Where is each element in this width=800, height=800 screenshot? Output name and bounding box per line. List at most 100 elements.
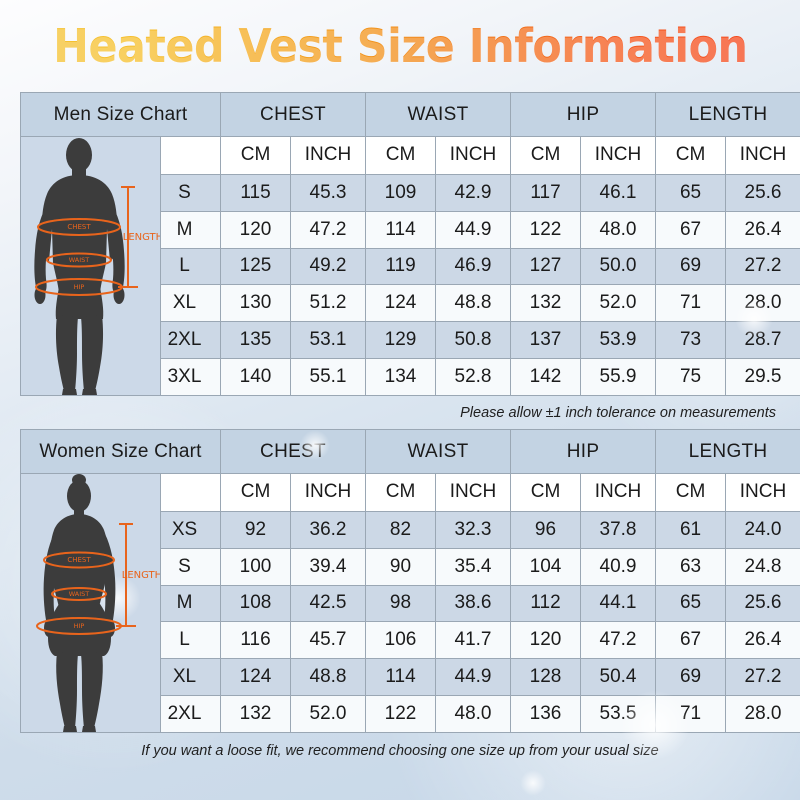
men-row-hip-in: 55.9: [579, 358, 657, 396]
bokeh-speck: [520, 770, 546, 796]
women-row-length-cm: 71: [655, 695, 727, 733]
women-hip-cm-unit: CM: [510, 473, 581, 512]
women-row-size: XL: [160, 658, 221, 697]
men-waist-cm-unit: CM: [365, 136, 436, 175]
men-row-waist-in: 46.9: [435, 247, 511, 286]
women-row-chest-in: 48.8: [290, 658, 366, 697]
female-chest-label: CHEST: [67, 556, 91, 564]
men-row-chest-in: 47.2: [290, 210, 366, 249]
women-row-size: 2XL: [160, 695, 221, 733]
men-row-chest-cm: 140: [220, 358, 291, 396]
table-row: XL 124 48.8 114 44.9 128 50.4 69 27.2: [21, 658, 800, 697]
women-row-hip-in: 37.8: [579, 510, 657, 549]
women-unit-row: CHEST WAIST HIP LENGTH: [20, 473, 800, 733]
women-size-table: Women Size Chart CHEST WAIST HIP LENGTH: [20, 429, 800, 733]
page-title-wrap: Heated Vest Size Information: [20, 0, 780, 92]
men-row-length-in: 26.4: [725, 210, 800, 249]
fit-note: If you want a loose fit, we recommend ch…: [141, 743, 659, 759]
men-row-length-cm: 67: [655, 210, 727, 249]
women-row-chest-cm: 132: [220, 695, 291, 733]
table-row: S 115 45.3 109 42.9 117 46.1 65 25.6: [21, 173, 800, 212]
women-size-chart-block: Women Size Chart CHEST WAIST HIP LENGTH: [20, 429, 800, 733]
men-row-waist-cm: 109: [365, 173, 436, 212]
table-row: S 100 39.4 90 35.4 104 40.9 63 24.8: [21, 547, 800, 586]
men-row-chest-in: 53.1: [290, 321, 366, 360]
men-row-waist-in: 50.8: [435, 321, 511, 360]
men-length-cm-unit: CM: [655, 136, 727, 175]
women-row-hip-in: 47.2: [579, 621, 657, 660]
men-row-waist-in: 44.9: [435, 210, 511, 249]
women-row-waist-cm: 122: [365, 695, 436, 733]
women-row-length-in: 25.6: [725, 584, 800, 623]
men-row-waist-cm: 114: [365, 210, 436, 249]
table-row: XS 92 36.2 82 32.3 96 37.8 61 24.0: [21, 510, 800, 549]
men-row-waist-in: 48.8: [435, 284, 511, 323]
men-row-length-cm: 71: [655, 284, 727, 323]
women-row-chest-in: 39.4: [290, 547, 366, 586]
women-row-waist-in: 41.7: [435, 621, 511, 660]
women-chest-cm-unit: CM: [220, 473, 291, 512]
women-hip-inch-unit: INCH: [579, 473, 657, 512]
women-row-size: S: [160, 547, 221, 586]
men-hip-cm-unit: CM: [510, 136, 581, 175]
table-row: L 116 45.7 106 41.7 120 47.2 67 26.4: [21, 621, 800, 660]
women-chart-title: Women Size Chart: [20, 429, 221, 474]
men-row-hip-in: 48.0: [579, 210, 657, 249]
men-size-table: Men Size Chart CHEST WAIST HIP LENGTH: [20, 92, 800, 396]
male-waist-label: WAIST: [68, 256, 89, 264]
men-row-hip-cm: 117: [510, 173, 581, 212]
women-group-waist: WAIST: [365, 429, 511, 474]
women-row-chest-cm: 92: [220, 510, 291, 549]
men-row-size: M: [160, 210, 221, 249]
men-hip-inch-unit: INCH: [579, 136, 657, 175]
men-row-chest-cm: 115: [220, 173, 291, 212]
women-waist-inch-unit: INCH: [435, 473, 511, 512]
women-group-chest: CHEST: [220, 429, 366, 474]
men-row-chest-in: 45.3: [290, 173, 366, 212]
men-row-size: L: [160, 247, 221, 286]
female-figure-cell: CHEST WAIST HIP LENGTH: [20, 473, 161, 733]
men-row-length-cm: 69: [655, 247, 727, 286]
women-row-length-in: 26.4: [725, 621, 800, 660]
men-row-waist-in: 42.9: [435, 173, 511, 212]
women-row-waist-cm: 114: [365, 658, 436, 697]
women-row-chest-cm: 124: [220, 658, 291, 697]
women-row-length-in: 24.0: [725, 510, 800, 549]
men-row-size: 3XL: [160, 358, 221, 396]
men-length-inch-unit: INCH: [725, 136, 800, 175]
female-length-label: LENGTH: [121, 570, 159, 581]
men-row-chest-in: 49.2: [290, 247, 366, 286]
men-row-chest-cm: 130: [220, 284, 291, 323]
table-row: M 108 42.5 98 38.6 112 44.1 65 25.6: [21, 584, 800, 623]
men-row-length-in: 25.6: [725, 173, 800, 212]
women-row-hip-cm: 128: [510, 658, 581, 697]
male-silhouette-svg: CHEST WAIST HIP LENGTH: [33, 138, 160, 395]
men-row-chest-cm: 120: [220, 210, 291, 249]
men-waist-inch-unit: INCH: [435, 136, 511, 175]
men-row-hip-cm: 132: [510, 284, 581, 323]
women-row-size: XS: [160, 510, 221, 549]
men-row-chest-cm: 135: [220, 321, 291, 360]
men-row-size: 2XL: [160, 321, 221, 360]
men-unit-row: CHEST WAIST HIP LENGTH: [20, 136, 800, 396]
women-row-hip-cm: 104: [510, 547, 581, 586]
men-row-length-cm: 73: [655, 321, 727, 360]
women-row-chest-in: 42.5: [290, 584, 366, 623]
men-group-hip: HIP: [509, 92, 657, 137]
women-row-length-cm: 63: [655, 547, 727, 586]
men-chest-inch-unit: INCH: [290, 136, 366, 175]
men-row-waist-in: 52.8: [435, 358, 511, 396]
women-header-row: Women Size Chart CHEST WAIST HIP LENGTH: [20, 429, 800, 474]
women-row-waist-in: 44.9: [435, 658, 511, 697]
women-row-length-cm: 65: [655, 584, 727, 623]
women-row-hip-in: 44.1: [579, 584, 657, 623]
men-group-waist: WAIST: [365, 92, 511, 137]
men-row-waist-cm: 129: [365, 321, 436, 360]
women-row-size: M: [160, 584, 221, 623]
male-silhouette-icon: CHEST WAIST HIP LENGTH: [21, 137, 160, 395]
men-row-length-cm: 75: [655, 358, 727, 396]
men-row-hip-in: 53.9: [579, 321, 657, 360]
men-row-hip-cm: 137: [510, 321, 581, 360]
women-chest-inch-unit: INCH: [290, 473, 366, 512]
